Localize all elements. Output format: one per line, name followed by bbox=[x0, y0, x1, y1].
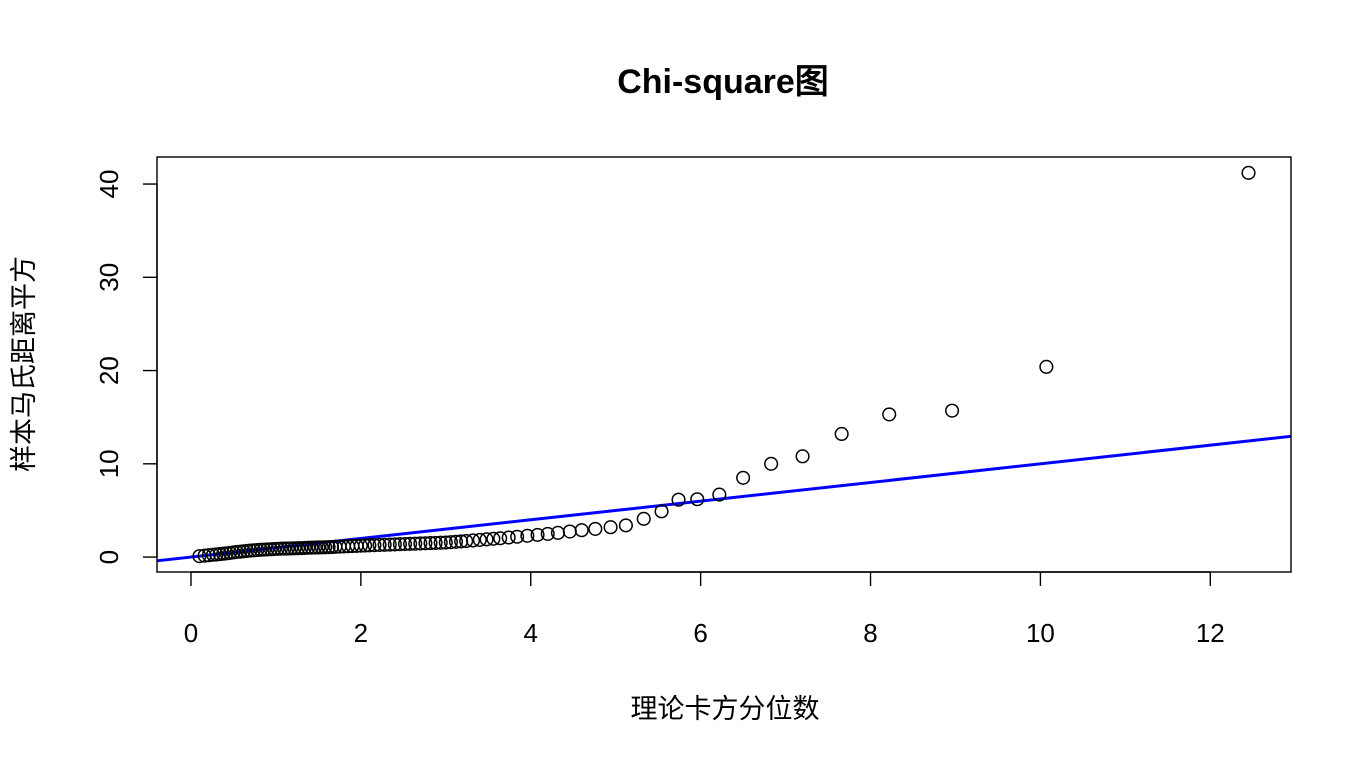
y-axis: 0 10 20 30 40 bbox=[94, 170, 158, 564]
y-tick-label: 20 bbox=[94, 356, 124, 385]
data-point bbox=[603, 520, 618, 535]
y-tick-label: 0 bbox=[94, 550, 124, 564]
x-tick-label: 4 bbox=[524, 618, 538, 648]
data-point bbox=[764, 456, 779, 471]
data-point bbox=[486, 531, 501, 546]
data-point bbox=[284, 541, 299, 556]
data-point bbox=[736, 470, 751, 485]
data-point bbox=[392, 537, 407, 552]
data-point bbox=[443, 535, 458, 550]
data-point bbox=[353, 538, 368, 553]
data-point bbox=[277, 541, 292, 556]
x-axis-label: 理论卡方分位数 bbox=[631, 694, 820, 725]
chart-title: Chi-square图 bbox=[617, 63, 829, 101]
x-tick-label: 2 bbox=[354, 618, 368, 648]
data-point bbox=[403, 536, 418, 551]
data-point bbox=[459, 533, 474, 549]
y-axis-label: 样本马氏距离平方 bbox=[9, 256, 40, 472]
data-point bbox=[540, 526, 555, 542]
data-point bbox=[1241, 165, 1256, 180]
data-point bbox=[501, 530, 516, 545]
data-point bbox=[493, 531, 508, 546]
data-point bbox=[945, 403, 960, 418]
x-tick-label: 0 bbox=[184, 618, 198, 648]
data-point bbox=[618, 518, 633, 533]
data-point bbox=[712, 487, 727, 502]
data-point bbox=[428, 535, 443, 550]
plot-frame bbox=[156, 156, 1292, 573]
data-point bbox=[882, 407, 897, 422]
data-point bbox=[795, 449, 810, 464]
data-point bbox=[311, 540, 326, 555]
data-point bbox=[301, 540, 316, 555]
data-point bbox=[287, 541, 302, 556]
data-point bbox=[280, 541, 295, 556]
data-point bbox=[588, 521, 603, 536]
data-point bbox=[201, 548, 216, 563]
data-point bbox=[367, 538, 382, 553]
x-tick-label: 8 bbox=[863, 618, 877, 648]
y-tick-label: 30 bbox=[94, 263, 124, 292]
x-tick-label: 12 bbox=[1196, 618, 1225, 648]
x-tick-label: 6 bbox=[693, 618, 707, 648]
data-point bbox=[472, 532, 487, 547]
data-point bbox=[318, 540, 333, 555]
data-point bbox=[530, 527, 545, 542]
y-tick-label: 40 bbox=[94, 170, 124, 199]
data-point bbox=[636, 511, 651, 526]
data-point bbox=[690, 492, 705, 507]
data-point bbox=[397, 536, 413, 552]
data-point bbox=[479, 532, 494, 547]
data-point bbox=[520, 528, 535, 543]
data-point bbox=[438, 535, 453, 550]
data-point bbox=[387, 537, 402, 552]
data-point bbox=[671, 492, 686, 507]
data-point bbox=[562, 524, 577, 539]
y-tick-label: 10 bbox=[94, 449, 124, 478]
data-points bbox=[192, 165, 1256, 564]
data-point bbox=[423, 536, 438, 551]
data-point bbox=[448, 534, 464, 549]
data-point bbox=[510, 529, 525, 544]
data-point bbox=[408, 536, 423, 551]
data-point bbox=[574, 523, 589, 538]
x-tick-label: 10 bbox=[1026, 618, 1055, 648]
data-point bbox=[307, 540, 323, 555]
data-point bbox=[377, 537, 392, 552]
data-point bbox=[413, 536, 428, 551]
data-point bbox=[290, 541, 306, 556]
data-point bbox=[192, 549, 207, 564]
data-point bbox=[358, 538, 373, 553]
x-axis: 0 2 4 6 8 10 12 bbox=[184, 571, 1225, 648]
data-point bbox=[314, 540, 329, 555]
data-point bbox=[654, 504, 669, 519]
data-point bbox=[382, 537, 397, 552]
data-point bbox=[304, 540, 319, 555]
data-point bbox=[418, 536, 433, 551]
data-point bbox=[465, 533, 481, 548]
data-point bbox=[834, 426, 849, 442]
data-point bbox=[433, 535, 448, 550]
data-point bbox=[372, 537, 387, 553]
data-point bbox=[273, 541, 289, 556]
data-point bbox=[362, 538, 377, 553]
data-point bbox=[1039, 359, 1054, 374]
